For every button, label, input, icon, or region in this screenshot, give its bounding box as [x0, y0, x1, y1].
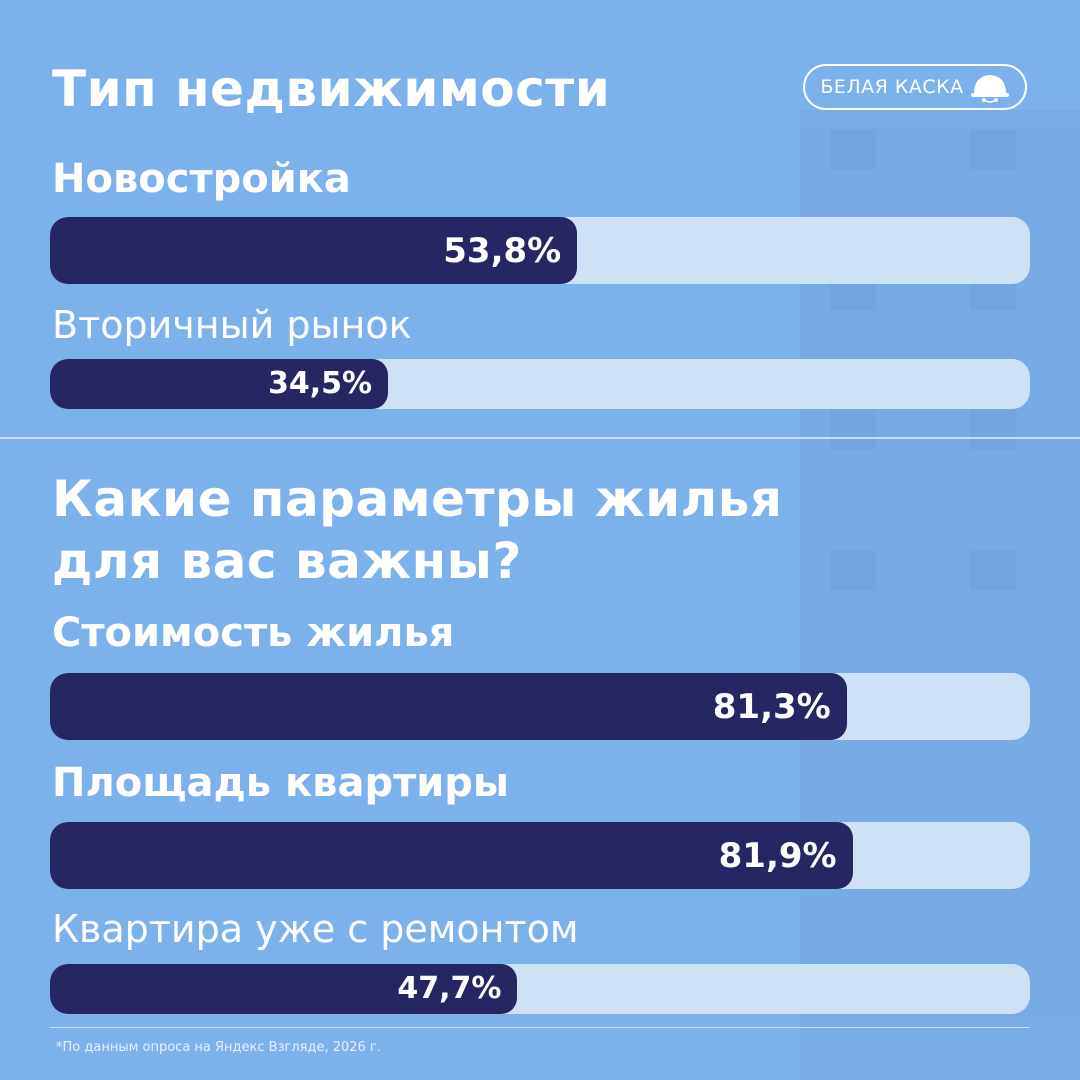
brand-name: БЕЛАЯ КАСКА [820, 76, 964, 98]
bar-value-label: 47,7% [397, 971, 502, 1006]
section1-title: Тип недвижимости [52, 60, 611, 118]
footer-divider [50, 1027, 1030, 1028]
bar-novostroyka: 53,8% [50, 217, 578, 284]
bar-value-label: 53,8% [443, 230, 562, 271]
bar-track: 47,7% [50, 964, 1030, 1014]
bar-track: 53,8% [50, 217, 1030, 284]
category-label: Вторичный рынок [52, 303, 412, 347]
section-divider [0, 437, 1080, 439]
bar-track: 81,9% [50, 822, 1030, 889]
category-label: Квартира уже с ремонтом [52, 907, 579, 951]
building-window [830, 130, 876, 170]
category-label: Новостройка [52, 156, 351, 202]
bar-track: 34,5% [50, 359, 1030, 409]
bar-value-label: 34,5% [268, 366, 373, 401]
category-label: Площадь квартиры [52, 760, 510, 806]
building-window [830, 550, 876, 590]
bar-value-label: 81,3% [712, 686, 831, 727]
bar-remont: 47,7% [50, 964, 518, 1014]
building-window [830, 410, 876, 450]
building-window [970, 130, 1016, 170]
bar-vtorichny: 34,5% [50, 359, 389, 409]
bar-value-label: 81,9% [718, 835, 837, 876]
brand-logo: БЕЛАЯ КАСКА [803, 64, 1027, 110]
bar-ploshchad: 81,9% [50, 822, 853, 889]
building-window [970, 410, 1016, 450]
bar-stoimost: 81,3% [50, 673, 847, 740]
building-window [970, 550, 1016, 590]
section2-title: Какие параметры жилья для вас важны? [52, 470, 783, 590]
hard-hat-icon [970, 75, 1009, 103]
footnote: *По данным опроса на Яндекс Взгляде, 202… [56, 1040, 381, 1055]
category-label: Стоимость жилья [52, 610, 455, 656]
bar-track: 81,3% [50, 673, 1030, 740]
